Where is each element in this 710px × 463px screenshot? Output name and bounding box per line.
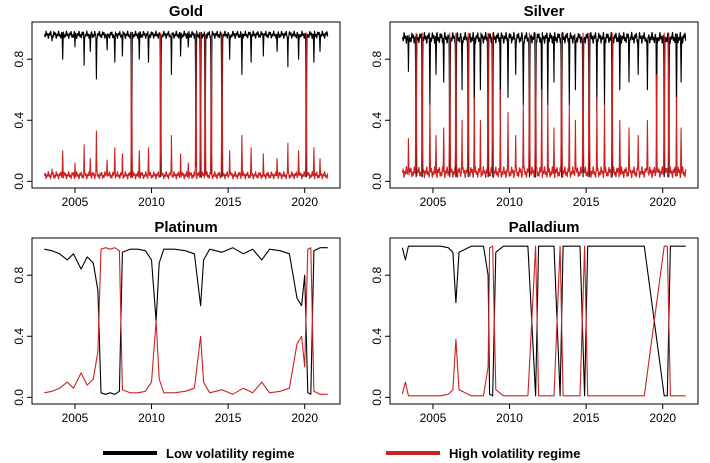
palladium-panel: Palladium 0.0 0.4 0.8 2005 2010 2015 2020 (370, 219, 699, 425)
palladium-ytick-label: 0.8 (370, 267, 384, 284)
silver-xtick-label: 2015 (573, 195, 600, 209)
palladium-title: Palladium (509, 219, 580, 236)
palladium-xtick-label: 2005 (420, 411, 447, 425)
legend-high-label: High volatility regime (449, 446, 580, 461)
silver-panel: Silver 0.0 0.4 0.8 2005 2010 2015 2020 (370, 3, 699, 209)
silver-ytick-label: 0.8 (370, 51, 384, 68)
silver-xtick-label: 2005 (420, 195, 447, 209)
gold-ytick-label: 0.8 (12, 51, 26, 68)
platinum-xtick-label: 2015 (215, 411, 242, 425)
platinum-plot-frame (31, 237, 341, 405)
legend: Low volatility regime High volatility re… (103, 446, 580, 461)
silver-ytick-label: 0.4 (370, 112, 384, 129)
platinum-ytick-label: 0.4 (12, 328, 26, 345)
palladium-plot-frame (389, 237, 699, 405)
legend-low-label: Low volatility regime (166, 446, 295, 461)
gold-xtick-label: 2005 (62, 195, 89, 209)
gold-xtick-label: 2020 (291, 195, 318, 209)
gold-high-regime-line (43, 32, 329, 180)
platinum-low-regime-line (44, 247, 328, 395)
gold-plot-frame (31, 21, 341, 189)
platinum-title: Platinum (154, 219, 217, 236)
palladium-high-regime-line (401, 245, 686, 397)
silver-xtick-label: 2020 (649, 195, 676, 209)
palladium-ytick-label: 0.4 (370, 328, 384, 345)
gold-title: Gold (169, 3, 203, 20)
gold-xtick-label: 2010 (138, 195, 165, 209)
palladium-xtick-label: 2020 (649, 411, 676, 425)
silver-ytick-label: 0.0 (370, 173, 384, 190)
platinum-ytick-label: 0.8 (12, 267, 26, 284)
platinum-ytick-label: 0.0 (12, 389, 26, 406)
platinum-panel: Platinum 0.0 0.4 0.8 2005 2010 2015 2020 (12, 219, 341, 425)
platinum-xtick-label: 2005 (62, 411, 89, 425)
gold-ytick-label: 0.0 (12, 173, 26, 190)
platinum-xtick-label: 2020 (291, 411, 318, 425)
palladium-ytick-label: 0.0 (370, 389, 384, 406)
silver-title: Silver (524, 3, 565, 20)
platinum-xtick-label: 2010 (138, 411, 165, 425)
silver-plot-frame (389, 21, 699, 189)
silver-high-regime-line (401, 32, 687, 179)
gold-low-regime-line (43, 30, 329, 178)
gold-ytick-label: 0.4 (12, 112, 26, 129)
palladium-low-regime-line (401, 245, 686, 397)
gold-xtick-label: 2015 (215, 195, 242, 209)
platinum-high-regime-line (44, 247, 328, 395)
palladium-xtick-label: 2010 (496, 411, 523, 425)
palladium-xtick-label: 2015 (573, 411, 600, 425)
silver-xtick-label: 2010 (496, 195, 523, 209)
silver-low-regime-line (401, 31, 687, 178)
gold-panel: Gold 0.0 0.4 0.8 2005 2010 2015 2020 (12, 3, 341, 209)
